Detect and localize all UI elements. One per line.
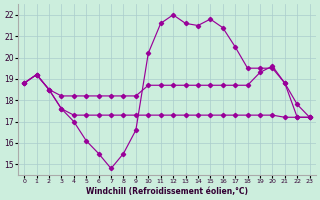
X-axis label: Windchill (Refroidissement éolien,°C): Windchill (Refroidissement éolien,°C): [86, 187, 248, 196]
